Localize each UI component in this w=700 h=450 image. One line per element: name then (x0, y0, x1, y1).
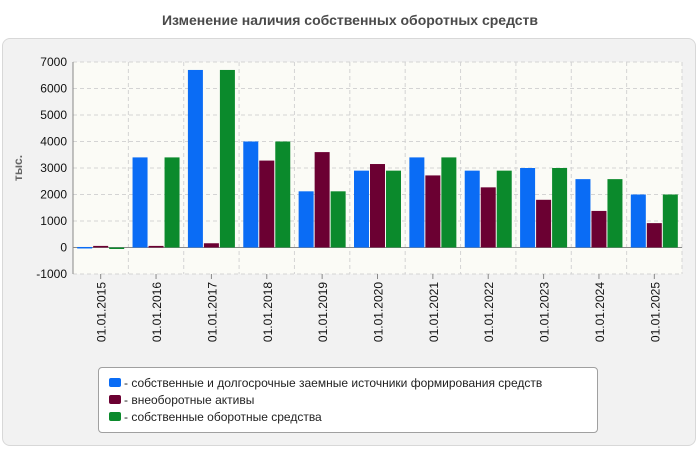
legend-item-working-capital: - собственные оборотные средства (109, 408, 597, 425)
legend-item-noncurrent-assets: - внеоборотные активы (109, 391, 597, 408)
bar-3-01.01.2016 (164, 157, 180, 248)
bar-2-01.01.2020 (370, 164, 385, 248)
bar-1-01.01.2021 (409, 157, 425, 248)
x-tick-label: 01.01.2023 (538, 282, 552, 342)
bar-3-01.01.2018 (275, 141, 291, 248)
bar-3-01.01.2025 (662, 194, 678, 248)
legend-label-working-capital: - собственные оборотные средства (124, 409, 322, 424)
bar-3-01.01.2019 (330, 191, 346, 248)
y-tick-label: -1000 (36, 267, 67, 281)
bar-1-01.01.2019 (298, 191, 314, 248)
y-tick-label: 7000 (40, 55, 67, 69)
x-tick-label: 01.01.2018 (261, 282, 275, 342)
x-tick-label: 01.01.2024 (593, 282, 607, 342)
x-tick-label: 01.01.2022 (482, 282, 496, 342)
legend: - собственные и долгосрочные заемные ист… (98, 367, 598, 433)
bar-2-01.01.2024 (591, 210, 607, 248)
legend-item-sources: - собственные и долгосрочные заемные ист… (109, 374, 597, 391)
x-tick-label: 01.01.2021 (427, 282, 441, 342)
bar-1-01.01.2022 (464, 170, 480, 248)
bar-1-01.01.2017 (187, 69, 203, 248)
bar-3-01.01.2023 (552, 168, 568, 248)
bar-3-01.01.2024 (607, 179, 623, 248)
legend-label-sources: - собственные и долгосрочные заемные ист… (124, 375, 543, 390)
bar-2-01.01.2021 (425, 175, 441, 248)
bar-2-01.01.2022 (480, 187, 496, 248)
x-tick-label: 01.01.2016 (150, 282, 164, 342)
bar-1-01.01.2020 (354, 170, 369, 248)
bar-1-01.01.2025 (630, 194, 646, 248)
legend-label-noncurrent-assets: - внеоборотные активы (124, 392, 255, 407)
y-tick-label: 5000 (40, 108, 67, 122)
bar-1-01.01.2023 (520, 168, 536, 248)
x-tick-label: 01.01.2020 (372, 282, 386, 342)
bar-2-01.01.2018 (259, 160, 275, 248)
bar-2-01.01.2019 (314, 152, 330, 248)
x-tick-label: 01.01.2019 (316, 282, 330, 342)
y-tick-label: 6000 (40, 82, 67, 96)
x-tick-label: 01.01.2015 (95, 282, 109, 342)
y-tick-label: 2000 (40, 188, 67, 202)
bar-1-01.01.2016 (132, 157, 148, 248)
bar-2-01.01.2017 (203, 243, 219, 248)
y-tick-label: 1000 (40, 214, 67, 228)
bar-3-01.01.2021 (441, 157, 457, 248)
legend-swatch-working-capital (109, 412, 121, 421)
bar-1-01.01.2018 (243, 141, 259, 248)
legend-swatch-noncurrent-assets (109, 395, 121, 404)
bar-3-01.01.2015 (109, 247, 125, 249)
bar-2-01.01.2016 (148, 245, 164, 248)
bar-1-01.01.2015 (77, 246, 93, 249)
x-tick-label: 01.01.2025 (648, 282, 662, 342)
bar-2-01.01.2015 (93, 245, 109, 248)
y-tick-label: 3000 (40, 161, 67, 175)
y-tick-label: 0 (60, 241, 67, 255)
chart-title: Изменение наличия собственных оборотных … (161, 12, 539, 28)
legend-swatch-sources (109, 378, 121, 387)
bar-2-01.01.2023 (536, 199, 552, 248)
y-axis-label: тыс. (11, 155, 25, 181)
bar-3-01.01.2017 (219, 69, 235, 248)
x-tick-label: 01.01.2017 (205, 282, 219, 342)
bar-3-01.01.2022 (496, 170, 512, 248)
bar-2-01.01.2025 (646, 223, 662, 248)
bar-1-01.01.2024 (575, 179, 591, 248)
bar-3-01.01.2020 (386, 170, 401, 248)
y-tick-label: 4000 (40, 135, 67, 149)
